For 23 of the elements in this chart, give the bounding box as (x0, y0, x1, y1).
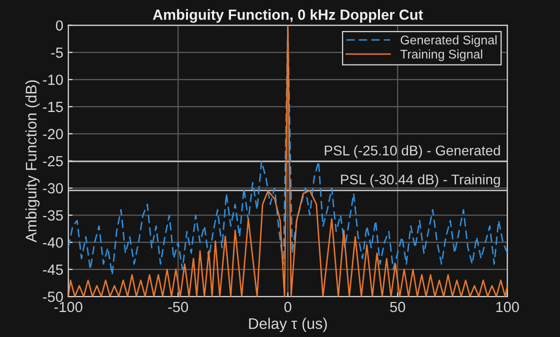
y-tick-label: -15 (43, 102, 63, 112)
y-tick-label: -20 (43, 128, 63, 140)
y-tick-label: -35 (43, 210, 63, 221)
x-axis-title: Delay τ (us) (249, 318, 327, 332)
chart-title: Ambiguity Function, 0 kHz Doppler Cut (152, 9, 423, 23)
y-tick-label: 0 (56, 20, 63, 31)
y-tick-label: -30 (43, 183, 63, 194)
ref-line-label: PSL (-25.10 dB) - Generated (324, 145, 500, 158)
x-tick-label: 100 (496, 302, 519, 312)
x-tick-label: -100 (54, 302, 82, 312)
y-tick-label: -10 (43, 74, 63, 85)
y-tick-label: -5 (51, 48, 63, 58)
y-tick-label: -45 (43, 264, 63, 275)
x-tick-label: -50 (168, 302, 188, 312)
legend-label: Training Signal (400, 49, 482, 62)
x-tick-label: 0 (284, 302, 292, 312)
ref-line-label: PSL (-30.44 dB) - Training (341, 174, 500, 188)
y-tick-label: -25 (43, 156, 63, 166)
x-tick-label: 50 (390, 302, 406, 312)
y-tick-label: -40 (43, 237, 63, 248)
y-axis-title: Ambiguity Function (dB) (25, 80, 40, 242)
legend-label: Generated Signal (400, 35, 497, 47)
y-tick-label: -50 (43, 292, 63, 302)
